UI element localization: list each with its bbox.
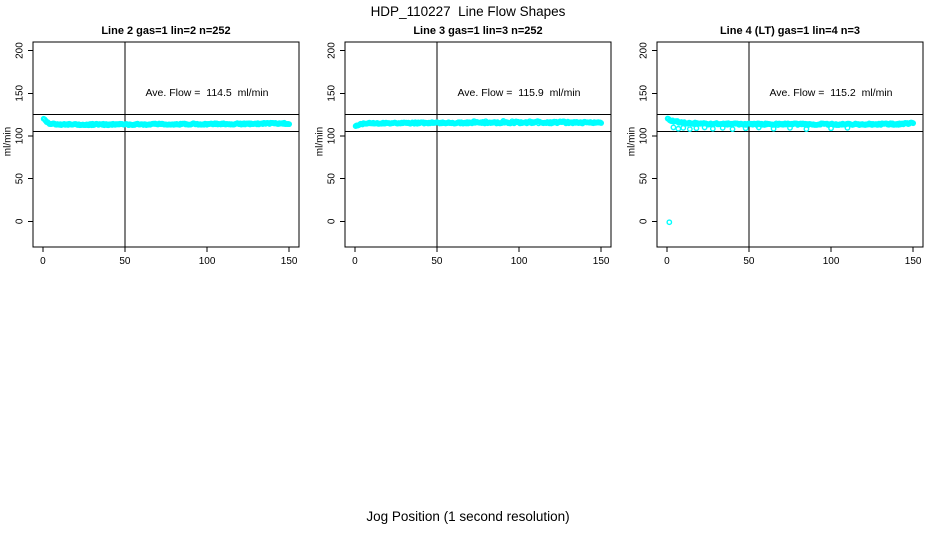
x-tick-label: 0 — [352, 256, 358, 267]
y-tick-label: 150 — [15, 84, 26, 101]
y-axis-title: ml/min — [3, 127, 14, 156]
data-point — [910, 120, 917, 127]
subplot-line3-title: Line 3 gas=1 lin=3 n=252 — [413, 25, 543, 37]
y-tick-label: 100 — [639, 127, 650, 144]
x-tick-label: 50 — [743, 256, 755, 267]
subplot-line3-plot-area: 0 50 100 150 0 50 100 150 200 ml/min — [315, 41, 612, 267]
outlier-point — [770, 125, 777, 132]
outlier-point — [787, 124, 793, 131]
subplot-line2-plot-area: 0 50 100 150 0 50 100 150 200 ml/min — [3, 41, 300, 267]
subplot-line2: Line 2 gas=1 lin=2 n=252 Ave. Flow = 114… — [0, 0, 306, 290]
outlier-point — [666, 219, 673, 226]
outlier-point — [803, 126, 810, 133]
outlier-point — [729, 126, 736, 133]
x-tick-label: 50 — [431, 256, 443, 267]
subplot-line4-title: Line 4 (LT) gas=1 lin=4 n=3 — [719, 25, 861, 37]
y-tick-label: 200 — [327, 42, 338, 59]
y-tick-label: 50 — [15, 173, 26, 185]
plot-box — [656, 41, 924, 248]
outlier-point — [719, 124, 726, 131]
plot-box — [32, 41, 300, 248]
x-tick-label: 100 — [511, 256, 528, 267]
y-axis-title: ml/min — [627, 127, 638, 156]
y-tick-label: 0 — [639, 218, 650, 224]
subplot-line3-ave-flow-annotation: Ave. Flow = 115.9 ml/min — [457, 87, 581, 99]
y-tick-label: 50 — [327, 173, 338, 185]
outlier-point — [680, 124, 687, 131]
subplot-line4: Line 4 (LT) gas=1 lin=4 n=3 Ave. Flow = … — [624, 0, 930, 290]
figure-title: HDP_110227 Line Flow Shapes — [370, 4, 566, 19]
y-axis-title: ml/min — [315, 127, 326, 156]
y-tick-label: 0 — [327, 218, 338, 224]
data-point — [286, 121, 293, 128]
outlier-point — [844, 124, 851, 131]
plot-box — [344, 41, 612, 248]
y-tick-label: 100 — [327, 127, 338, 144]
x-tick-label: 50 — [119, 256, 131, 267]
y-tick-label: 200 — [639, 42, 650, 59]
outlier-point — [701, 124, 708, 131]
subplot-line4-ave-flow-annotation: Ave. Flow = 115.2 ml/min — [769, 87, 893, 99]
x-axis-label: Jog Position (1 second resolution) — [366, 509, 570, 524]
y-tick-label: 100 — [15, 127, 26, 144]
outlier-point — [709, 125, 716, 132]
x-tick-label: 100 — [823, 256, 840, 267]
outlier-point — [828, 125, 834, 132]
data-point — [598, 120, 605, 126]
y-tick-label: 150 — [327, 84, 338, 101]
x-tick-label: 150 — [593, 256, 610, 267]
outlier-point — [675, 125, 682, 132]
subplot-line3: Line 3 gas=1 lin=3 n=252 Ave. Flow = 115… — [312, 0, 618, 290]
y-tick-label: 200 — [15, 42, 26, 59]
y-tick-label: 0 — [15, 218, 26, 224]
y-tick-label: 50 — [639, 173, 650, 185]
y-tick-label: 150 — [639, 84, 650, 101]
x-tick-label: 0 — [40, 256, 46, 267]
x-tick-label: 0 — [664, 256, 670, 267]
x-tick-label: 100 — [199, 256, 216, 267]
outlier-point — [693, 125, 700, 132]
x-tick-label: 150 — [281, 256, 298, 267]
subplot-line2-ave-flow-annotation: Ave. Flow = 114.5 ml/min — [145, 87, 269, 99]
x-tick-label: 150 — [905, 256, 922, 267]
subplot-line4-plot-area: 0 50 100 150 0 50 100 150 200 ml/min — [627, 41, 924, 267]
outlier-point — [670, 124, 677, 131]
outlier-point — [686, 126, 693, 133]
outlier-point — [742, 125, 749, 132]
outlier-point — [755, 124, 762, 131]
subplot-line2-title: Line 2 gas=1 lin=2 n=252 — [101, 25, 231, 37]
